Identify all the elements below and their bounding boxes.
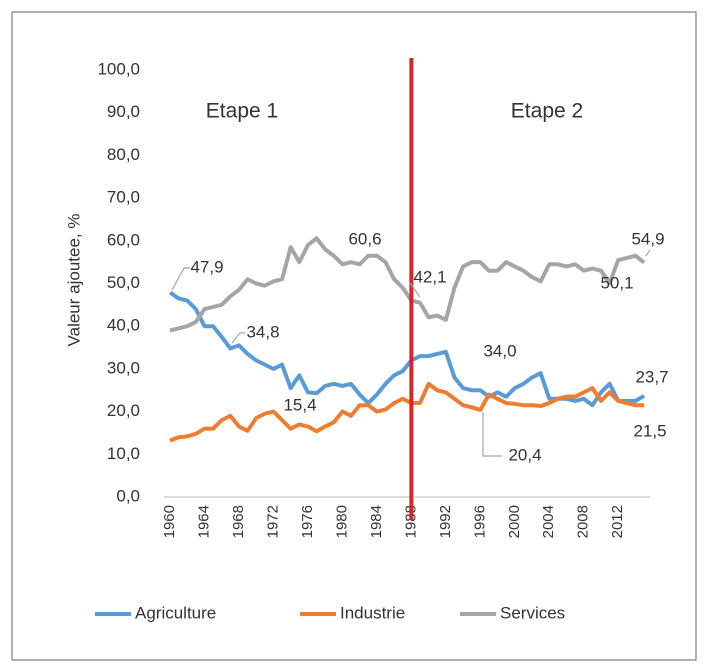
data-label: 23,7 (635, 367, 668, 386)
frame (11, 11, 697, 661)
data-label: 34,0 (483, 341, 516, 360)
leader-line (171, 267, 190, 291)
y-tick-label: 100,0 (97, 59, 140, 78)
y-tick-label: 10,0 (107, 444, 140, 463)
x-tick-label: 1976 (299, 505, 316, 538)
x-tick-label: 1960 (161, 505, 178, 538)
x-tick-label: 1972 (264, 505, 281, 538)
annotation: Etape 1 (206, 100, 278, 123)
data-label: 60,6 (348, 229, 381, 248)
data-label: 34,8 (246, 322, 279, 341)
y-axis-label: Valeur ajoutee, % (64, 214, 83, 347)
x-tick-label: 2004 (540, 505, 557, 538)
annotation: Etape 2 (511, 100, 583, 123)
legend-label: Industrie (340, 603, 405, 622)
x-tick-label: 1964 (195, 505, 212, 538)
legend-label: Agriculture (135, 603, 216, 622)
y-tick-label: 90,0 (107, 102, 140, 121)
x-tick-label: 1996 (471, 505, 488, 538)
x-tick-label: 1992 (437, 505, 454, 538)
x-tick-label: 1984 (368, 505, 385, 538)
data-label: 20,4 (508, 445, 541, 464)
data-label: 50,1 (600, 273, 633, 292)
series-line (168, 290, 646, 408)
series-line (169, 236, 646, 333)
y-tick-label: 0,0 (116, 486, 140, 505)
leader-line (482, 412, 502, 457)
y-tick-label: 70,0 (107, 188, 140, 207)
x-tick-label: 2000 (506, 505, 523, 538)
y-tick-label: 80,0 (107, 145, 140, 164)
legend-label: Services (500, 603, 565, 622)
x-tick-label: 2012 (609, 505, 626, 538)
data-label: 42,1 (413, 267, 446, 286)
leader-line (645, 249, 651, 257)
x-tick-label: 1980 (333, 505, 350, 538)
data-label: 21,5 (633, 421, 666, 440)
data-label: 15,4 (283, 395, 316, 414)
data-label: 54,9 (631, 229, 664, 248)
leader-line (231, 332, 245, 344)
y-tick-label: 40,0 (107, 316, 140, 335)
x-tick-label: 1968 (230, 505, 247, 538)
data-label: 47,9 (190, 257, 223, 276)
series-line (169, 381, 645, 443)
x-tick-label: 1988 (402, 505, 419, 538)
x-tick-label: 2008 (575, 505, 592, 538)
y-tick-label: 50,0 (107, 273, 140, 292)
y-tick-label: 60,0 (107, 230, 140, 249)
y-tick-label: 30,0 (107, 358, 140, 377)
y-tick-label: 20,0 (107, 401, 140, 420)
leader-line (409, 282, 421, 298)
